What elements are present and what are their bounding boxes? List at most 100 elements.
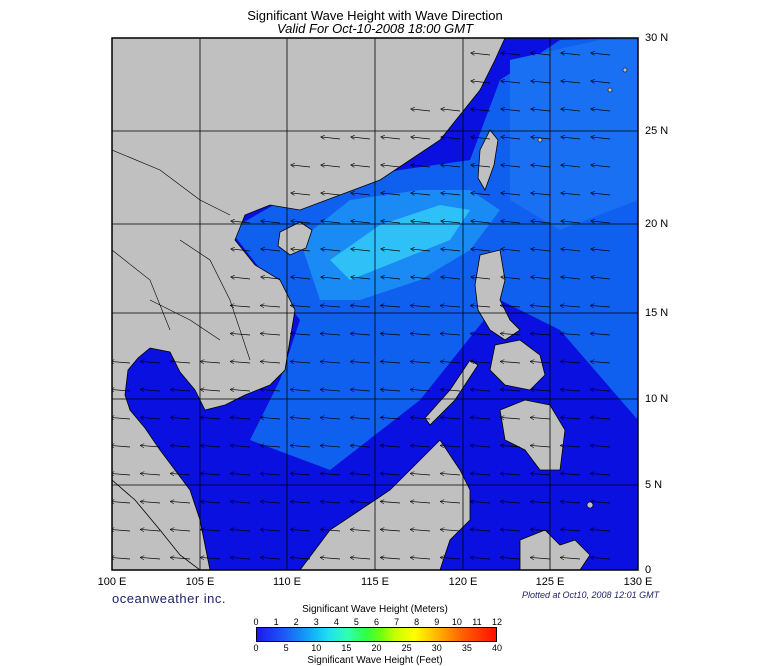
wave-direction-arrow	[291, 473, 311, 475]
wave-direction-arrow	[411, 557, 431, 559]
legend-meters-tick: 3	[313, 617, 319, 627]
wave-direction-arrow	[591, 501, 611, 503]
wave-direction-arrow	[381, 137, 401, 139]
wave-direction-arrow	[591, 221, 611, 223]
wave-direction-arrow	[561, 473, 581, 475]
wave-direction-arrow	[201, 557, 221, 559]
wave-direction-arrow	[471, 445, 491, 447]
taiwan-island	[477, 129, 499, 191]
wave-direction-arrow	[411, 165, 431, 167]
wave-direction-arrow	[501, 109, 521, 111]
lon-tick: 130 E	[623, 576, 653, 588]
wave-direction-arrow	[261, 249, 281, 251]
wave-direction-arrow	[441, 137, 461, 139]
wave-direction-arrow	[231, 473, 251, 475]
wave-direction-arrow	[441, 417, 461, 419]
legend-meters-tick: 10	[451, 617, 462, 627]
wave-direction-arrow	[321, 417, 341, 419]
wave-direction-arrow	[261, 221, 281, 223]
wave-direction-arrow	[231, 389, 251, 391]
small-island	[586, 501, 594, 509]
wave-direction-arrow	[441, 389, 461, 391]
wave-direction-arrow	[501, 557, 521, 559]
wave-direction-arrow	[381, 417, 401, 419]
wave-direction-arrow	[381, 361, 401, 363]
brand-logo: oceanweather inc.	[112, 591, 227, 606]
wave-direction-arrow	[591, 53, 611, 55]
wave-direction-arrow	[171, 501, 191, 503]
wave-direction-arrow	[561, 221, 581, 223]
legend-feet-tick: 20	[371, 643, 382, 653]
lon-tick: 100 E	[97, 576, 127, 588]
wave-direction-arrow	[411, 473, 431, 475]
wave-direction-arrow	[591, 165, 611, 167]
lat-tick: 10 N	[645, 393, 669, 405]
legend-meters-tick: 9	[434, 617, 440, 627]
wave-direction-arrow	[141, 417, 161, 419]
wave-direction-arrow	[411, 529, 431, 531]
wave-direction-arrow	[231, 249, 251, 251]
wave-direction-arrow	[471, 193, 491, 195]
wave-direction-arrow	[381, 165, 401, 167]
wave-direction-arrow	[112, 529, 131, 531]
legend-meters-tick: 11	[472, 617, 482, 627]
wave-direction-arrow	[351, 165, 371, 167]
wave-direction-arrow	[471, 109, 491, 111]
wave-direction-arrow	[291, 445, 311, 447]
legend-color-bar	[256, 627, 497, 642]
wave-direction-arrow	[501, 165, 521, 167]
wave-direction-arrow	[321, 249, 341, 251]
wave-direction-arrow	[591, 249, 611, 251]
wave-direction-arrow	[321, 529, 341, 531]
legend-meters-tick: 6	[373, 617, 380, 627]
wave-direction-arrow	[201, 529, 221, 531]
wave-direction-arrow	[591, 445, 611, 447]
wave-direction-arrow	[471, 361, 491, 363]
wave-direction-arrow	[441, 165, 461, 167]
wave-direction-arrow	[591, 473, 611, 475]
wave-direction-arrow	[561, 137, 581, 139]
map-frame	[111, 37, 639, 571]
wave-direction-arrow	[531, 277, 551, 279]
wave-direction-arrow	[441, 193, 461, 195]
wave-direction-arrow	[171, 361, 191, 363]
wave-direction-arrow	[531, 557, 551, 559]
wave-direction-arrow	[381, 445, 401, 447]
wave-direction-arrow	[321, 277, 341, 279]
wave-direction-arrow	[261, 417, 281, 419]
wave-direction-arrow	[201, 389, 221, 391]
wave-direction-arrow	[531, 305, 551, 307]
wave-direction-arrow	[321, 389, 341, 391]
wave-direction-arrow	[471, 249, 491, 251]
wave-direction-arrow	[351, 249, 371, 251]
wave-direction-arrow	[381, 529, 401, 531]
wave-direction-arrow	[441, 445, 461, 447]
wave-direction-arrow	[141, 389, 161, 391]
wave-direction-arrow	[531, 249, 551, 251]
wave-direction-arrow	[471, 529, 491, 531]
wave-direction-arrow	[591, 277, 611, 279]
wave-direction-arrow	[112, 417, 131, 419]
plotted-timestamp: Plotted at Oct10, 2008 12:01 GMT	[522, 590, 660, 600]
wave-direction-arrow	[291, 361, 311, 363]
wave-direction-arrow	[561, 81, 581, 83]
wave-direction-arrow	[411, 361, 431, 363]
wave-direction-arrow	[171, 389, 191, 391]
legend-feet-tick: 5	[283, 643, 289, 653]
wave-direction-arrow	[471, 389, 491, 391]
wave-direction-arrow	[351, 445, 371, 447]
wave-direction-arrow	[531, 361, 551, 363]
wave-direction-arrow	[321, 165, 341, 167]
wave-direction-arrow	[531, 193, 551, 195]
wave-direction-arrow	[561, 165, 581, 167]
wave-direction-arrow	[381, 305, 401, 307]
wave-direction-arrow	[171, 445, 191, 447]
wave-direction-arrow	[411, 249, 431, 251]
wave-direction-arrow	[381, 501, 401, 503]
lon-tick: 125 E	[535, 576, 565, 588]
wave-direction-arrow	[411, 333, 431, 335]
wave-direction-arrow	[471, 221, 491, 223]
wave-direction-arrows	[112, 53, 611, 559]
wave-direction-arrow	[381, 221, 401, 223]
wave-direction-arrow	[381, 333, 401, 335]
